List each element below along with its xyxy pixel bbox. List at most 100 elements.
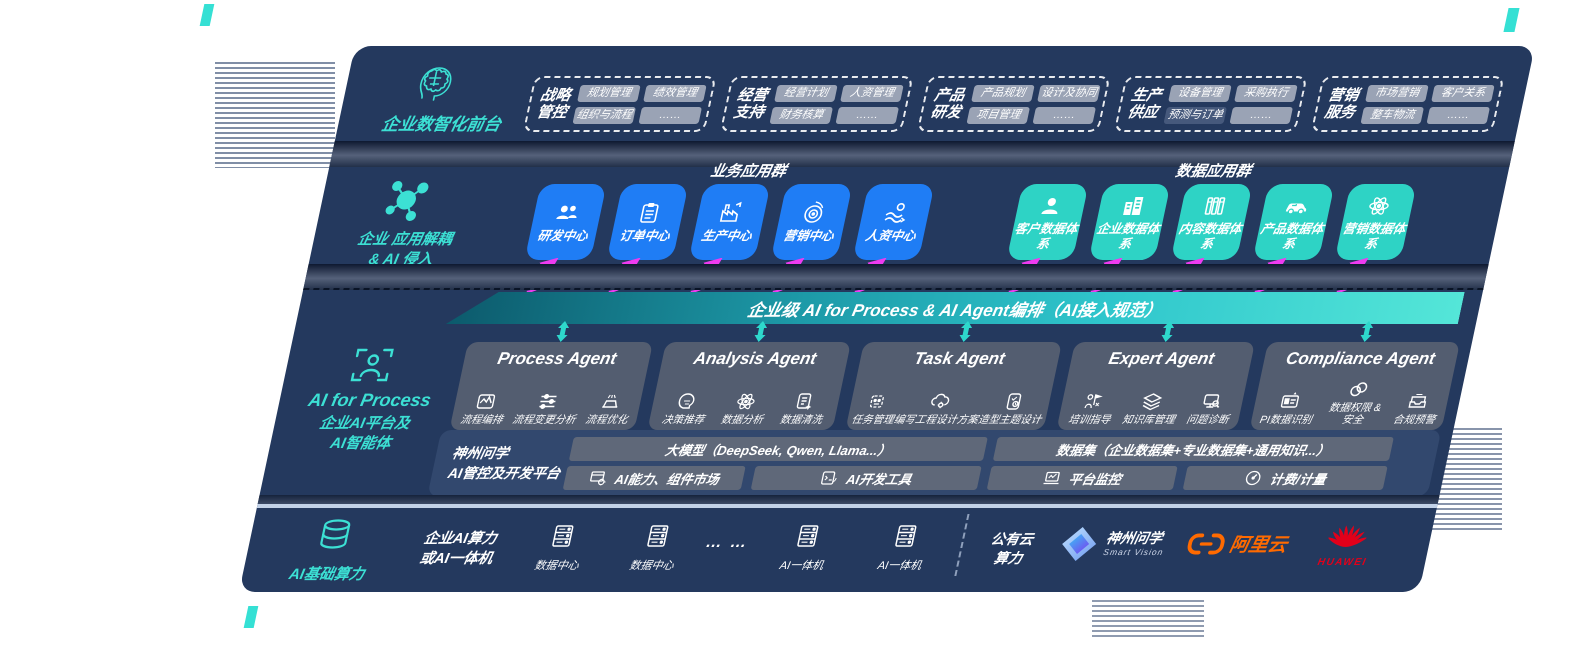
alibaba-cloud-bracket-icon — [1187, 533, 1225, 554]
feature-label: 合规预警 — [1391, 413, 1437, 426]
double-arrow-icon — [1161, 321, 1175, 342]
server-label: 数据中心 — [628, 560, 675, 572]
pill: 设计及协同 — [1037, 84, 1101, 102]
business-group-heading: 业务应用群 — [709, 163, 788, 180]
head-chat-icon — [678, 393, 695, 409]
feature-label: 流程优化 — [584, 413, 629, 426]
agent-title: Process Agent — [495, 349, 619, 368]
agent-feature: 培训指导 — [1067, 391, 1116, 426]
model-bar: 大模型（DeepSeek, Qwen, Llama...） — [568, 437, 988, 461]
system-label: 内容数据体系 — [1177, 222, 1243, 251]
public-cloud-line2: 算力 — [992, 549, 1024, 566]
process-agent-card: Process Agent 流程编排 流程变更分析 流程优化 — [449, 342, 654, 430]
pill: …… — [638, 106, 703, 124]
public-cloud-label: 公有云 算力 — [966, 530, 1054, 568]
cloud-gear-icon — [931, 393, 950, 409]
feature-label: 流程编排 — [459, 413, 504, 426]
decor-teal-accent — [199, 4, 215, 26]
pill: 规划管理 — [577, 84, 641, 102]
agent-title: Expert Agent — [1106, 349, 1217, 368]
user-icon — [1041, 198, 1058, 215]
server-rack-icon — [552, 525, 574, 547]
billing-cell: 计费/计量 — [1182, 466, 1388, 490]
pill: …… — [1229, 106, 1294, 124]
pill: 人资管理 — [840, 84, 904, 102]
orchestration-bar: 企业级 AI for Process & AI Agent编排（AI接入规范） — [446, 292, 1465, 324]
agent-title: Task Agent — [912, 349, 1007, 368]
shenzhou-wenxue-logo: 神州问学 Smart Vision — [1057, 526, 1169, 562]
server-label: 数据中心 — [533, 560, 580, 572]
group-title: 产品研发 — [929, 86, 967, 121]
server-rack-icon — [797, 525, 819, 547]
capability-market-label: AI能力、组件市场 — [613, 471, 721, 487]
double-arrow-icon — [754, 321, 768, 342]
monitor-icon — [1043, 471, 1060, 485]
devtools-cell: AI开发工具 — [750, 466, 982, 490]
feature-label: 造型主题设计 — [977, 413, 1043, 426]
agent-feature: 决策推荐 — [661, 391, 710, 426]
pill: …… — [1032, 106, 1097, 124]
brain-head-icon — [419, 67, 452, 101]
data-group-heading: 数据应用群 — [1174, 163, 1253, 180]
server-label: AI一体机 — [778, 560, 825, 572]
center-marketing: 营销中心 — [770, 184, 853, 260]
group-operation: 经营支持 经营计划 人资管理 财务核算 …… — [719, 76, 914, 132]
workflow-icon — [476, 394, 495, 409]
main-panel: 企业数智化前台 战略管控 规划管理 绩效管理 组织与流程 …… 经营支持 经营计… — [238, 46, 1536, 592]
sliders-icon — [539, 393, 557, 409]
agent-feature: 合规预警 — [1392, 391, 1441, 426]
diagnosis-icon — [1203, 394, 1219, 408]
system-product-data: 产品数据体系 — [1252, 184, 1335, 260]
feature-label: 知识库管理 — [1120, 413, 1177, 426]
dashed-boundary-line — [303, 288, 1484, 290]
feature-label: 编写工程设计方案 — [892, 413, 980, 426]
double-arrow-icon — [556, 321, 570, 342]
ai-platform-label-line2: 企业AI平台及 — [317, 415, 412, 432]
component-market-icon — [590, 471, 606, 486]
inbox-icon — [1408, 393, 1427, 408]
team-icon — [556, 205, 577, 220]
orchestration-bar-label: 企业级 AI for Process & AI Agent编排（AI接入规范） — [745, 300, 1165, 320]
monitor-cell: 平台监控 — [986, 466, 1178, 490]
center-label: 营销中心 — [782, 229, 836, 244]
feature-label: 培训指导 — [1067, 413, 1112, 426]
shelf-divider — [303, 264, 1489, 290]
pill: …… — [835, 106, 900, 124]
ai-infra-label-block: AI基础算力 — [275, 516, 389, 584]
agent-title: Analysis Agent — [691, 349, 819, 368]
center-production: 生产中心 — [688, 184, 771, 260]
decor-teal-accent — [243, 606, 259, 628]
expert-agent-card: Expert Agent 培训指导 知识库管理 问题诊断 — [1056, 342, 1256, 430]
analysis-agent-card: Analysis Agent 决策推荐 数据分析 数据清洗 — [647, 342, 852, 430]
alibaba-cloud-name: 阿里云 — [1227, 535, 1290, 556]
server-rack-icon — [647, 525, 669, 547]
infrastructure-band: AI基础算力 企业AI算力 或AI一体机 数据中心 数据中心 … … AI一体机 — [239, 508, 1437, 592]
library-icon — [1204, 197, 1226, 215]
agent-feature: 问题诊断 — [1185, 391, 1234, 426]
agent-row: Process Agent 流程编排 流程变更分析 流程优化 — [449, 342, 1461, 430]
alibaba-cloud-logo: 阿里云 — [1184, 530, 1290, 557]
training-icon — [1084, 394, 1104, 409]
group-title: 战略管控 — [535, 86, 573, 121]
group-product: 产品研发 产品规划 设计及协同 项目管理 …… — [916, 76, 1111, 132]
business-centers: 研发中心 订单中心 生产中心 — [524, 184, 935, 260]
id-card-icon — [1280, 392, 1299, 408]
server-item: AI一体机 — [862, 522, 945, 573]
decor-stripes-bottom — [1092, 600, 1204, 640]
decor-stripes-left — [215, 62, 335, 168]
monitor-label: 平台监控 — [1067, 471, 1123, 487]
car-icon — [1285, 203, 1307, 215]
system-enterprise-data: 企业数据体系 — [1088, 184, 1171, 260]
server-item: 数据中心 — [519, 522, 602, 573]
devtools-label: AI开发工具 — [844, 471, 914, 487]
center-order: 订单中心 — [606, 184, 689, 260]
system-label: 产品数据体系 — [1259, 222, 1325, 251]
conveyor-icon — [601, 394, 617, 408]
ai-platform-label: 企业AI平台及 AI智能体 — [258, 414, 466, 453]
atom-icon — [737, 393, 755, 410]
pill: 绩效管理 — [643, 84, 707, 102]
server-item: 数据中心 — [614, 522, 697, 573]
agent-feature: PI数据识别 — [1259, 391, 1318, 426]
center-label: 订单中心 — [618, 229, 672, 244]
